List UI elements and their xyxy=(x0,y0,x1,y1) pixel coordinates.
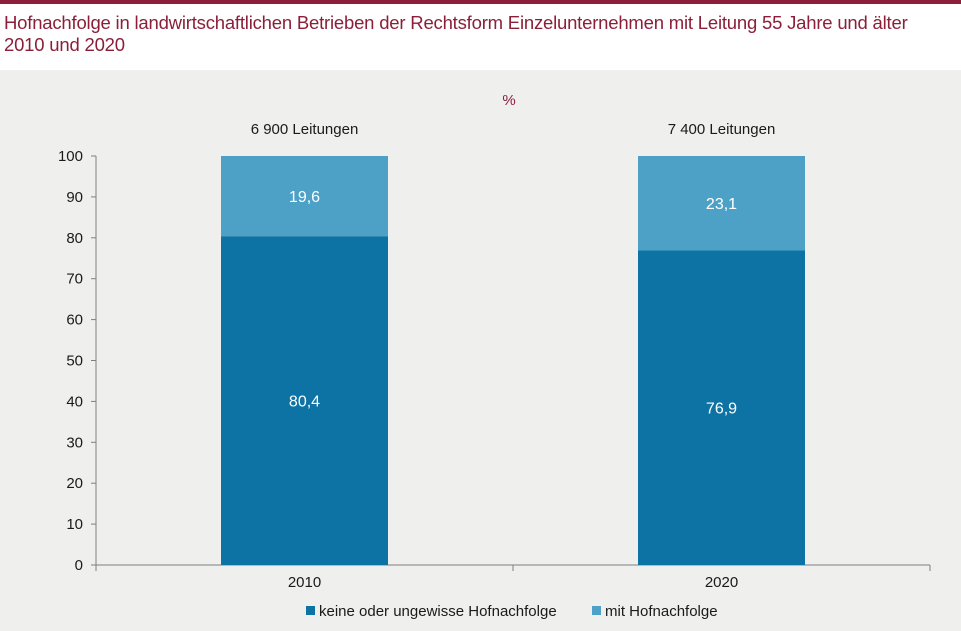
chart-title-line-1: Hofnachfolge in landwirtschaftlichen Bet… xyxy=(4,12,908,33)
bar-segment xyxy=(221,236,388,565)
y-tick-label: 90 xyxy=(66,189,83,206)
y-tick-label: 50 xyxy=(66,353,83,370)
y-tick-label: 100 xyxy=(58,148,83,165)
legend-swatch xyxy=(592,606,601,615)
y-tick-label: 0 xyxy=(75,557,83,574)
legend-swatch xyxy=(306,606,315,615)
y-tick-label: 20 xyxy=(66,475,83,492)
x-axis xyxy=(95,564,931,571)
bar-total-label: 6 900 Leitungen xyxy=(251,121,359,138)
x-category-label: 2010 xyxy=(288,574,321,591)
x-category-label: 2020 xyxy=(705,574,738,591)
y-axis: 0 10 20 30 40 50 60 70 80 90 100 xyxy=(58,148,97,574)
legend-label: mit Hofnachfolge xyxy=(605,603,718,620)
data-label: 19,6 xyxy=(289,189,320,206)
data-label: 80,4 xyxy=(289,394,320,411)
data-label: 23,1 xyxy=(706,196,737,213)
y-tick-label: 60 xyxy=(66,312,83,329)
legend-label: keine oder ungewisse Hofnachfolge xyxy=(319,603,557,620)
unit-label: % xyxy=(502,92,515,109)
y-tick-label: 40 xyxy=(66,393,83,410)
bars: 80,4 19,6 6 900 Leitungen 2010 76,9 23,1 7 400… xyxy=(221,121,805,591)
y-tick-label: 80 xyxy=(66,230,83,247)
top-rule xyxy=(0,0,961,4)
y-tick-label: 70 xyxy=(66,271,83,288)
y-tick-label: 30 xyxy=(66,434,83,451)
chart-title-line-2: 2010 und 2020 xyxy=(4,34,125,55)
y-tick-label: 10 xyxy=(66,516,83,533)
bar-segment xyxy=(221,156,388,237)
bar-segment xyxy=(638,156,805,251)
chart-title: Hofnachfolge in landwirtschaftlichen Bet… xyxy=(4,12,954,56)
legend: keine oder ungewisse Hofnachfolge mit Hof… xyxy=(306,603,718,620)
stacked-bar-chart: % 0 10 20 30 40 50 60 70 80 90 100 80,4 19,6 6 900 L… xyxy=(58,92,931,620)
plot-area: % 0 10 20 30 40 50 60 70 80 90 100 80,4 19,6 6 900 L… xyxy=(0,70,961,631)
data-label: 76,9 xyxy=(706,401,737,418)
bar-total-label: 7 400 Leitungen xyxy=(668,121,776,138)
bar-segment xyxy=(638,250,805,565)
